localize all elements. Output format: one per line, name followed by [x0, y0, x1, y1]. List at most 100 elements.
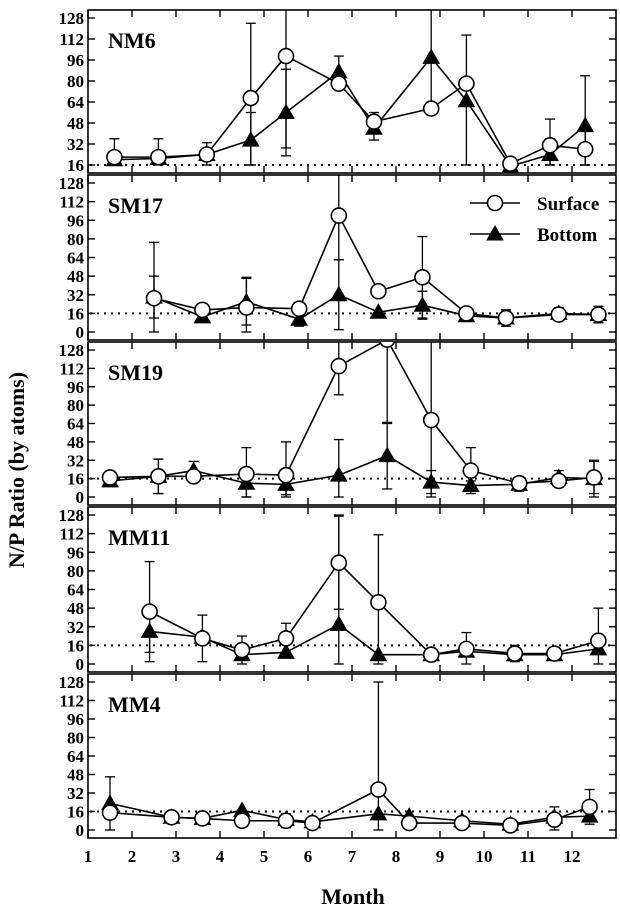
data-point-bottom	[378, 446, 397, 463]
y-tick-label: 96	[67, 211, 84, 230]
y-tick-label: 16	[67, 304, 84, 323]
data-point-surface	[150, 468, 167, 485]
data-point-surface	[400, 814, 418, 832]
y-tick-label: 64	[67, 93, 85, 112]
data-point-surface	[238, 299, 255, 316]
data-point-surface	[150, 148, 167, 166]
series-line	[153, 213, 599, 319]
data-point-surface	[233, 812, 251, 830]
data-point-surface	[585, 469, 603, 486]
legend-label-bottom: Bottom	[537, 225, 597, 246]
legend-marker-bottom	[486, 224, 504, 241]
data-point-surface	[458, 305, 475, 322]
panel-nm6: 16 32 48 64 80 96 112 128 NM6	[59, 9, 617, 175]
data-point-surface	[277, 630, 295, 647]
panel-plot-area	[101, 342, 603, 498]
data-point-surface	[198, 146, 216, 163]
y-tick-label: 48	[67, 766, 84, 785]
panel-label: MM11	[108, 525, 170, 550]
data-point-surface	[277, 466, 295, 484]
x-tick-label: 9	[436, 847, 445, 866]
data-point-surface	[330, 357, 348, 375]
panel-plot-area	[105, 10, 595, 173]
series-line	[109, 342, 595, 485]
y-axis-title: N/P Ratio (by atoms)	[4, 372, 29, 568]
y-tick-label: 32	[67, 784, 84, 803]
data-point-surface	[590, 632, 607, 650]
data-point-surface	[101, 469, 119, 486]
y-tick-label: 48	[67, 433, 84, 452]
data-point-surface	[330, 554, 348, 572]
x-tick-label: 12	[564, 847, 581, 866]
legend-marker-surface	[486, 194, 504, 212]
y-tick-label: 64	[67, 415, 85, 434]
data-point-surface	[277, 812, 295, 830]
data-point-surface	[242, 89, 260, 107]
data-point-bottom	[457, 91, 476, 108]
x-tick-label: 2	[128, 847, 137, 866]
data-point-surface	[502, 155, 519, 172]
data-point-surface	[379, 342, 396, 348]
panel-label: NM6	[108, 28, 156, 53]
y-tick-label: 112	[59, 692, 84, 711]
data-point-surface	[185, 468, 202, 485]
y-tick-label: 0	[76, 821, 85, 840]
y-tick-label: 128	[59, 673, 85, 692]
data-point-surface	[506, 645, 524, 662]
data-point-surface	[550, 472, 568, 490]
data-point-surface	[462, 462, 480, 479]
data-point-surface	[330, 75, 348, 92]
panel-plot-area	[101, 681, 599, 834]
data-point-surface	[370, 282, 387, 300]
panel-label: SM17	[108, 193, 163, 218]
series-line	[149, 623, 599, 656]
x-tick-label: 11	[520, 847, 536, 866]
y-tick-label: 48	[67, 599, 84, 618]
data-point-bottom	[329, 285, 348, 302]
data-point-surface	[581, 798, 598, 816]
y-tick-label: 48	[67, 114, 84, 133]
series-line	[109, 788, 590, 827]
series-surface	[106, 10, 594, 172]
y-tick-label: 96	[67, 710, 84, 729]
data-point-surface	[576, 140, 594, 158]
series-surface	[101, 681, 598, 834]
y-tick-label: 0	[76, 655, 85, 674]
data-point-surface	[370, 781, 387, 798]
data-point-surface	[510, 474, 528, 492]
y-tick-label: 0	[76, 323, 85, 342]
panel-plot-area	[140, 514, 608, 665]
data-point-surface	[194, 301, 211, 319]
x-tick-label: 8	[392, 847, 401, 866]
data-point-surface	[163, 808, 180, 826]
y-tick-label: 112	[59, 193, 84, 212]
data-point-surface	[502, 817, 519, 834]
panel-plot-area	[145, 175, 608, 333]
data-point-surface	[497, 309, 515, 327]
y-tick-label: 128	[59, 9, 85, 28]
y-tick-label: 112	[59, 359, 84, 378]
data-point-surface	[141, 603, 158, 620]
y-tick-label: 128	[59, 341, 85, 360]
series-line	[109, 802, 590, 826]
y-tick-label: 64	[67, 581, 85, 600]
y-tick-label: 16	[67, 636, 84, 655]
data-point-surface	[238, 465, 255, 483]
x-tick-label: 6	[304, 847, 313, 866]
y-tick-label: 64	[67, 249, 85, 268]
data-point-surface	[370, 594, 387, 611]
series-line	[114, 56, 586, 168]
data-point-surface	[106, 148, 123, 166]
data-point-surface	[422, 646, 440, 663]
y-tick-label: 80	[67, 72, 84, 91]
panel-label: MM4	[108, 692, 161, 717]
panel-label: SM19	[108, 360, 163, 385]
data-point-surface	[145, 289, 163, 307]
data-point-surface	[453, 814, 471, 832]
data-point-surface	[304, 814, 321, 832]
data-point-surface	[458, 75, 475, 92]
